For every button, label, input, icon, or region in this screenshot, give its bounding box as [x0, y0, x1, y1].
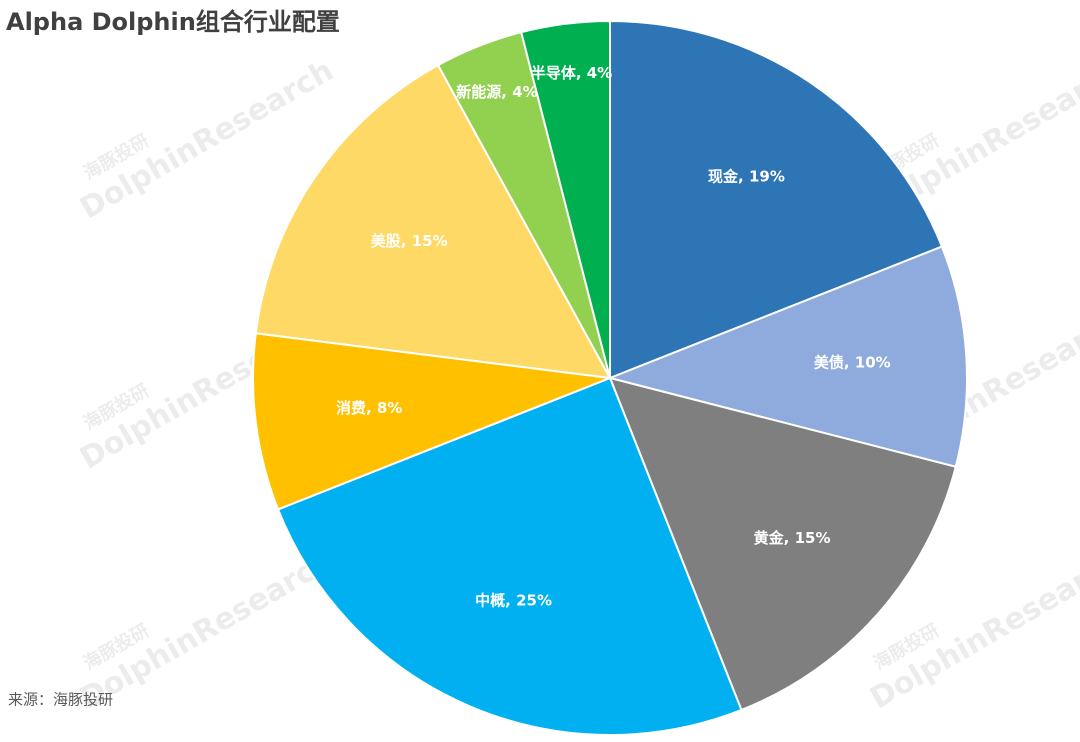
data-label: 消费, 8%: [336, 399, 402, 417]
pie-slice: [609, 19, 944, 380]
data-label: 黄金, 15%: [754, 529, 831, 547]
pie-slice: [276, 376, 743, 736]
data-label: 美股, 15%: [371, 232, 448, 250]
source: 来源：海豚投研: [8, 691, 113, 709]
data-label: 现金, 19%: [708, 168, 785, 186]
pie-slice: [606, 245, 968, 468]
chart-title: Alpha Dolphin组合行业配置: [6, 8, 340, 36]
pie-slice: [252, 332, 611, 511]
data-label: 新能源, 4%: [456, 83, 537, 101]
watermark-en: DolphinResearch: [74, 543, 339, 716]
pie-slice: [254, 63, 612, 380]
pie: 现金, 19% 美债, 10% 黄金, 15% 中概, 25% 消费, 8% 美股, 15…: [252, 19, 968, 736]
pie-slice: [608, 376, 958, 712]
data-label: 半导体, 4%: [531, 64, 612, 82]
data-label: 中概, 25%: [475, 591, 552, 609]
data-label: 美债, 10%: [814, 353, 891, 371]
pie-slice: [520, 19, 611, 379]
